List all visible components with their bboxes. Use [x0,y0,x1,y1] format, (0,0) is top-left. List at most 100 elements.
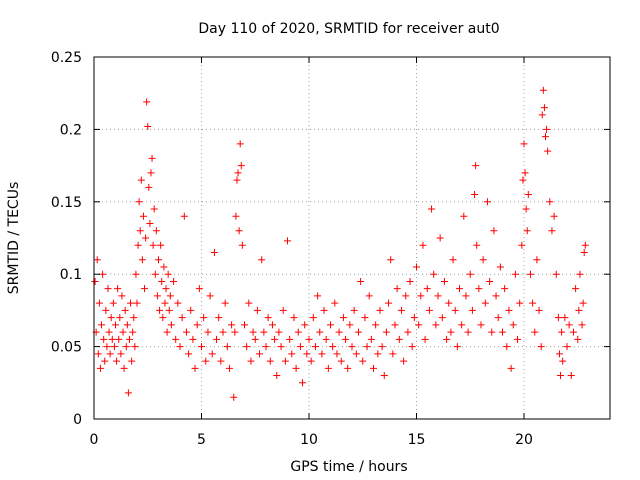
data-point [391,321,399,329]
data-point [144,123,152,131]
data-point [236,140,244,148]
data-point [389,350,397,358]
data-point [563,343,571,351]
data-point [238,241,246,249]
data-point [167,321,175,329]
data-point [393,285,401,293]
data-point [559,357,567,365]
data-point [106,350,114,358]
data-point [98,321,106,329]
data-point [253,306,261,314]
data-point [187,306,195,314]
data-point [157,241,165,249]
data-point [245,299,253,307]
data-point [544,147,552,155]
data-point [505,306,513,314]
data-point [378,343,386,351]
data-point [558,328,566,336]
data-point [122,343,130,351]
data-point [580,248,588,256]
data-point [499,328,506,336]
data-point [143,98,151,106]
data-point [102,306,110,314]
data-point [329,343,337,351]
data-point [376,306,384,314]
data-point [150,205,158,213]
data-point [151,270,159,278]
data-point [105,328,113,336]
data-point [145,183,153,191]
data-point [464,328,472,336]
data-point [208,350,216,358]
data-point [120,364,128,372]
data-point [165,306,173,314]
data-point [292,364,300,372]
data-point [522,205,530,213]
data-point [526,270,534,278]
data-point [430,270,438,278]
data-point [275,328,283,336]
data-point [576,270,584,278]
axis-ticks [93,56,610,420]
data-point [193,321,201,329]
data-point [535,306,543,314]
data-points [91,86,589,401]
data-point [152,227,160,235]
data-point [113,357,121,365]
tick-labels: 0 0.05 0.1 0.15 0.2 0.25 0 5 10 15 20 [51,50,533,448]
data-point [200,314,208,322]
data-point [299,379,307,387]
data-point [501,285,509,293]
data-point [339,314,347,322]
data-point [260,328,268,336]
data-point [503,343,511,351]
data-point [284,237,291,245]
data-point [305,335,313,343]
x-tick-label: 5 [197,432,206,448]
data-point [370,364,377,372]
data-point [258,256,266,264]
data-point [162,285,170,293]
data-point [185,350,193,358]
data-point [365,292,373,300]
data-point [107,314,115,322]
data-point [458,321,466,329]
data-point [419,241,427,249]
data-point [348,343,356,351]
data-point [133,299,141,307]
data-point [425,306,433,314]
data-point [542,133,549,141]
data-point [524,191,532,199]
data-point [138,256,146,264]
data-point [531,328,539,336]
data-point [164,270,172,278]
data-point [359,357,367,365]
data-point [146,220,154,228]
data-point [170,277,178,285]
y-tick-label: 0.1 [60,267,82,283]
data-point [537,343,545,351]
data-point [519,176,527,184]
data-point [523,227,531,235]
data-point [241,321,248,329]
data-point [109,299,117,307]
data-point [540,104,548,112]
data-point [472,162,480,170]
data-point [324,364,332,372]
data-point [268,321,276,329]
data-point [449,256,457,264]
data-point [451,306,459,314]
data-point [286,335,294,343]
y-axis-label: SRMTID / TECUs [6,182,22,295]
data-point [533,256,541,264]
data-point [123,321,131,329]
data-point [230,393,238,401]
y-tick-label: 0.05 [51,340,82,356]
data-point [413,263,420,271]
data-point [202,357,210,365]
data-point [567,372,575,380]
data-point [271,335,279,343]
data-point [421,335,429,343]
data-point [251,335,259,343]
data-point [219,328,227,336]
